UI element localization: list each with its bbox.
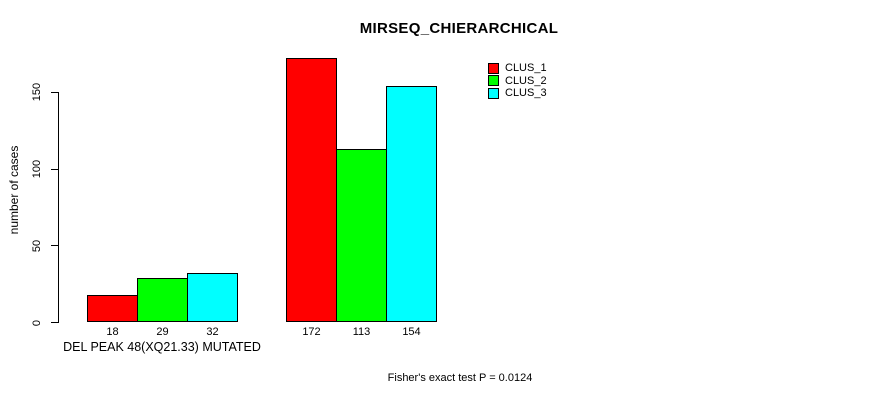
bar-clus_3-group1 [187,273,238,323]
legend-label: CLUS_1 [505,62,547,74]
legend-label: CLUS_2 [505,74,547,87]
y-tick [51,322,58,323]
bar-value-label: 154 [402,326,421,338]
legend-swatch-clus_2 [488,75,499,87]
bar-value-label: 18 [106,326,119,338]
legend-item-clus_3: CLUS_3 [488,87,547,100]
bar-clus_1-group2 [286,58,337,323]
y-tick-label: 0 [31,319,43,326]
bar-clus_2-group1 [137,277,188,323]
bar-value-label: 172 [302,326,321,338]
legend-item-clus_1: CLUS_1 [488,62,547,75]
legend-swatch-clus_3 [488,87,499,99]
y-tick [51,91,58,93]
bar-value-label: 32 [206,326,219,338]
bar-clus_2-group2 [336,149,387,323]
legend: CLUS_1 CLUS_2 CLUS_3 [488,62,547,100]
y-tick-label: 150 [31,83,43,102]
chart-title: MIRSEQ_CHIERARCHICAL [359,20,559,37]
legend-item-clus_2: CLUS_2 [488,75,547,88]
bar-clus_1-group1 [87,294,138,323]
fisher-test-annotation: Fisher's exact test P = 0.0124 [387,372,533,384]
bar-clus_3-group2 [386,86,437,323]
bar-value-label: 29 [156,326,169,338]
y-tick [51,168,58,170]
bar-value-label: 113 [352,326,371,338]
y-tick [51,245,58,247]
y-tick-label: 100 [31,159,43,179]
legend-label: CLUS_3 [505,87,547,99]
x-group-label: DEL PEAK 48(XQ21.33) MUTATED [63,340,261,354]
y-tick-label: 50 [31,239,43,252]
y-axis-line [58,92,59,323]
legend-swatch-clus_1 [488,62,499,74]
